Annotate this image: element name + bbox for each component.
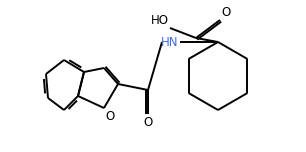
Text: O: O [221,6,230,19]
Text: O: O [105,110,114,123]
Text: HO: HO [151,14,169,27]
Text: HN: HN [161,36,178,48]
Text: O: O [144,116,153,129]
